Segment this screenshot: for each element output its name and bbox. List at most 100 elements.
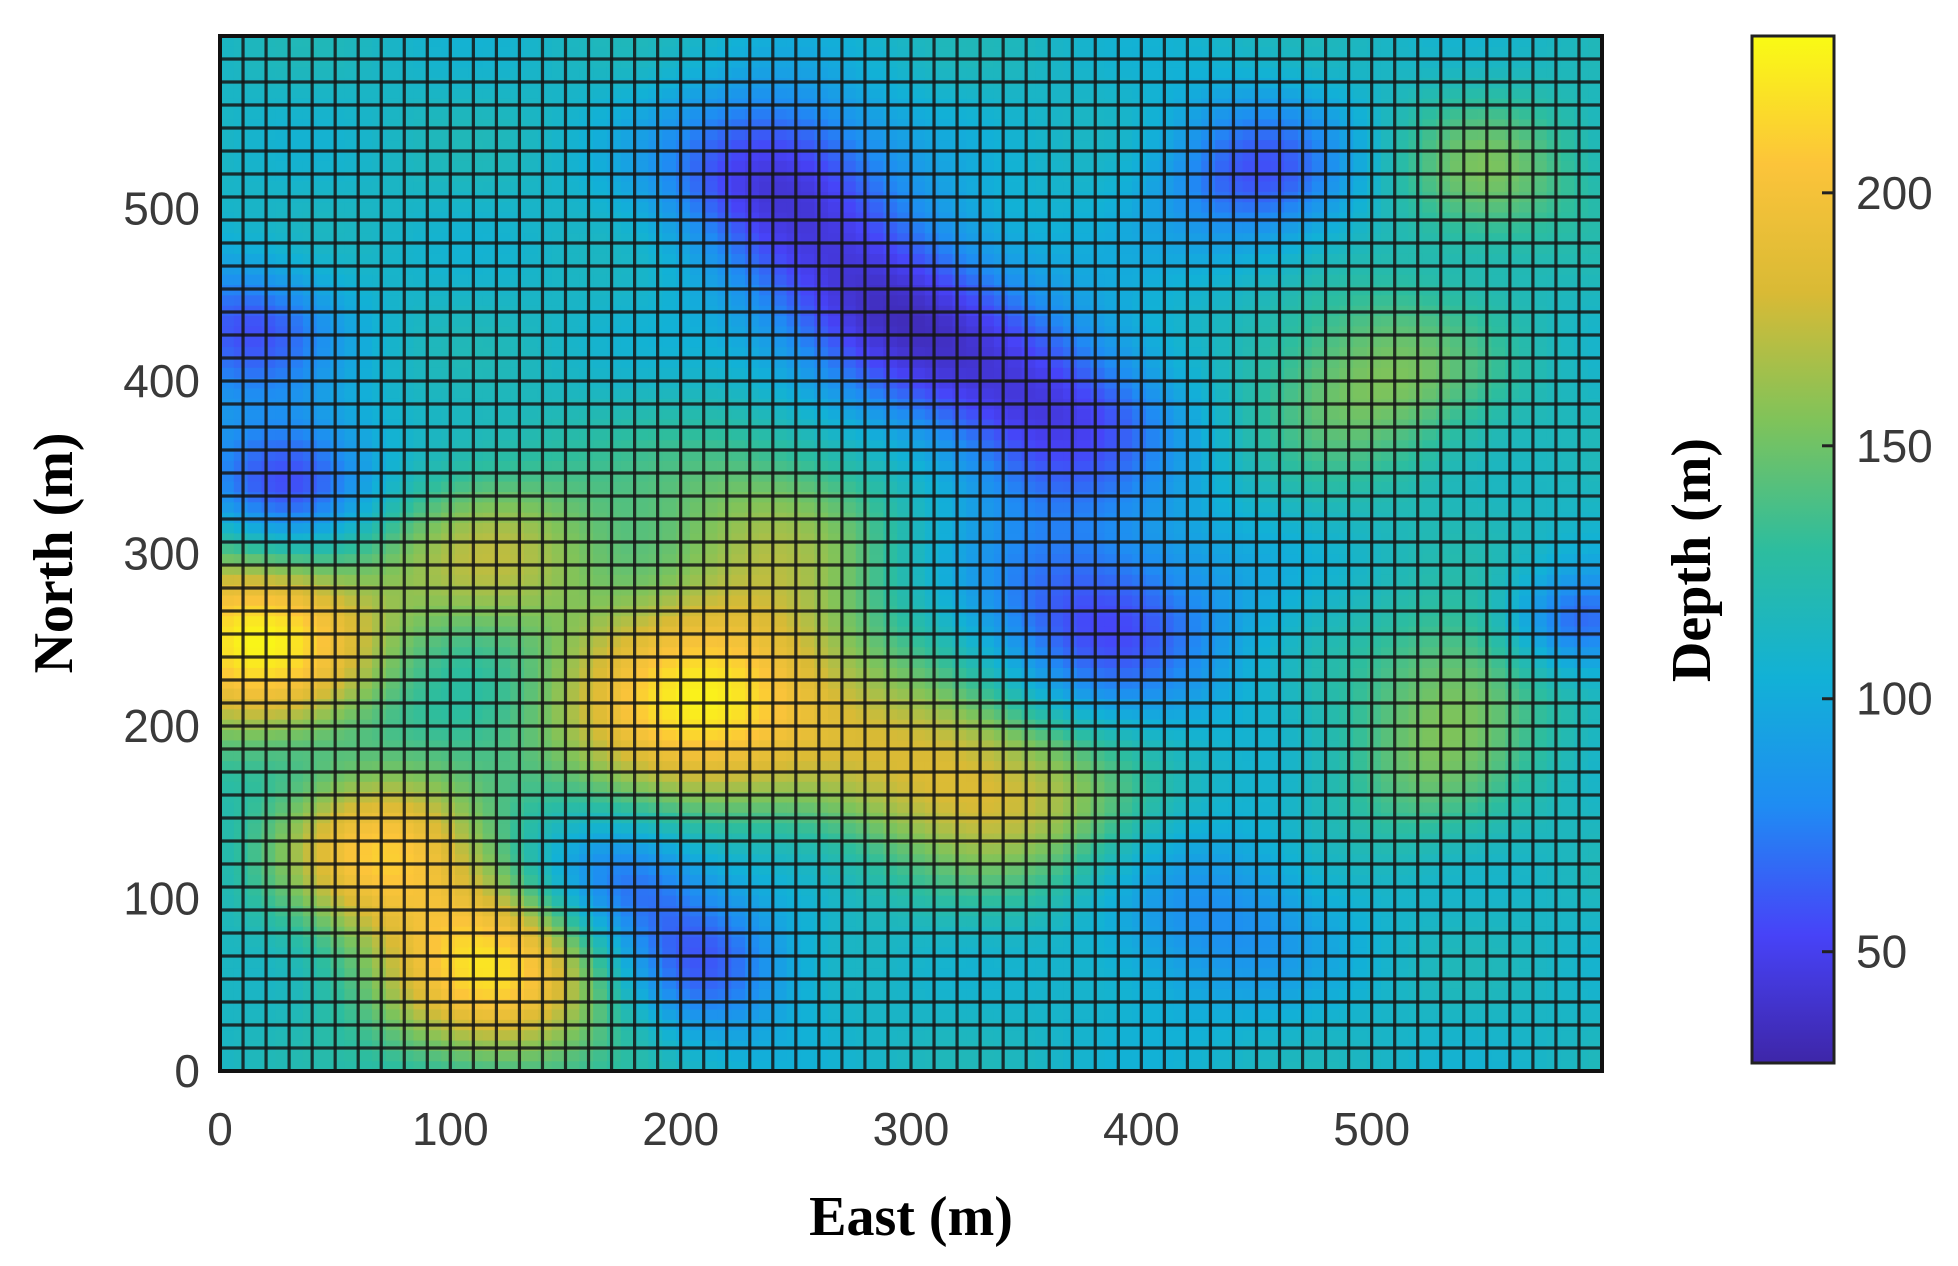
heat-cell	[220, 346, 235, 358]
heat-cell	[772, 739, 788, 751]
heat-cell	[703, 501, 719, 513]
heat-cell	[731, 67, 746, 78]
heat-cell	[565, 760, 580, 772]
heat-cell	[551, 791, 567, 803]
heat-cell	[454, 770, 470, 782]
heat-cell	[537, 87, 553, 99]
heat-cell	[468, 1050, 484, 1062]
heat-cell	[330, 864, 345, 875]
heat-cell	[275, 387, 290, 399]
heat-cell	[441, 46, 456, 58]
heat-cell	[565, 822, 580, 834]
heat-cell	[676, 543, 691, 555]
heat-cell	[372, 1060, 387, 1071]
heat-cell	[233, 201, 249, 213]
heat-cell	[413, 170, 428, 182]
heat-cell	[302, 1029, 318, 1041]
heat-cell	[883, 801, 898, 813]
heat-cell	[786, 263, 802, 275]
heat-cell	[717, 791, 732, 803]
heat-cell	[441, 791, 456, 803]
heat-cell	[745, 646, 760, 658]
heat-cell	[413, 574, 428, 586]
heat-cell	[233, 708, 249, 720]
heat-cell	[275, 584, 290, 596]
heat-cell	[344, 46, 359, 58]
heat-cell	[579, 657, 594, 668]
heat-cell	[676, 1008, 691, 1020]
heat-cell	[689, 439, 705, 451]
heat-cell	[537, 770, 553, 782]
heat-cell	[344, 67, 359, 78]
heat-cell	[897, 688, 912, 699]
heat-cell	[275, 677, 290, 689]
heat-cell	[634, 429, 650, 441]
heat-cell	[648, 739, 663, 751]
heat-cell	[620, 201, 636, 213]
heat-cell	[814, 160, 829, 172]
heat-cell	[606, 450, 622, 461]
heat-cell	[289, 625, 304, 637]
heat-cell	[593, 336, 608, 348]
heat-cell	[634, 470, 650, 482]
heat-cell	[786, 481, 802, 492]
heat-cell	[524, 139, 539, 151]
heat-cell	[441, 470, 456, 482]
heat-cell	[703, 418, 719, 430]
heat-cell	[662, 760, 677, 772]
heat-cell	[579, 139, 594, 151]
heat-cell	[662, 853, 677, 865]
heat-cell	[897, 832, 912, 844]
heat-cell	[496, 594, 511, 606]
heat-cell	[717, 253, 732, 265]
heat-cell	[551, 243, 567, 254]
heat-cell	[454, 201, 470, 213]
heat-cell	[316, 832, 332, 844]
heat-cell	[745, 46, 760, 58]
heat-cell	[344, 1008, 359, 1020]
heat-cell	[385, 211, 401, 223]
heat-cell	[772, 915, 788, 927]
heat-cell	[372, 67, 387, 78]
heat-cell	[441, 408, 456, 420]
heat-cell	[869, 667, 884, 679]
heat-cell	[689, 46, 705, 58]
heat-cell	[372, 553, 387, 565]
heat-cell	[510, 1060, 525, 1071]
heat-cell	[551, 843, 567, 855]
heat-cell	[247, 677, 263, 689]
heat-cell	[233, 936, 249, 948]
heat-cell	[496, 750, 511, 762]
heat-cell	[289, 56, 304, 68]
heat-cell	[302, 967, 318, 979]
heat-cell	[427, 36, 442, 47]
heat-cell	[745, 1008, 760, 1020]
heat-cell	[316, 801, 332, 813]
heat-cell	[565, 594, 580, 606]
heat-cell	[537, 522, 553, 534]
heat-cell	[358, 594, 373, 606]
heat-cell	[786, 408, 802, 420]
heat-cell	[772, 108, 788, 120]
heat-cell	[385, 553, 401, 565]
heat-cell	[510, 346, 525, 358]
heat-cell	[524, 108, 539, 120]
heat-cell	[233, 801, 249, 813]
heat-cell	[441, 367, 456, 379]
heat-cell	[302, 139, 318, 151]
heat-cell	[441, 429, 456, 441]
heat-cell	[841, 460, 857, 472]
heat-cell	[247, 315, 263, 327]
heat-cell	[302, 346, 318, 358]
heat-cell	[814, 346, 829, 358]
heat-cell	[841, 750, 857, 762]
heat-cell	[247, 688, 263, 699]
heat-cell	[261, 915, 276, 927]
heat-cell	[510, 129, 525, 141]
heat-cell	[358, 998, 373, 1010]
heat-cell	[289, 957, 304, 969]
heat-cell	[372, 274, 387, 285]
heat-cell	[883, 429, 898, 441]
heat-cell	[496, 470, 511, 482]
heat-cell	[496, 864, 511, 875]
